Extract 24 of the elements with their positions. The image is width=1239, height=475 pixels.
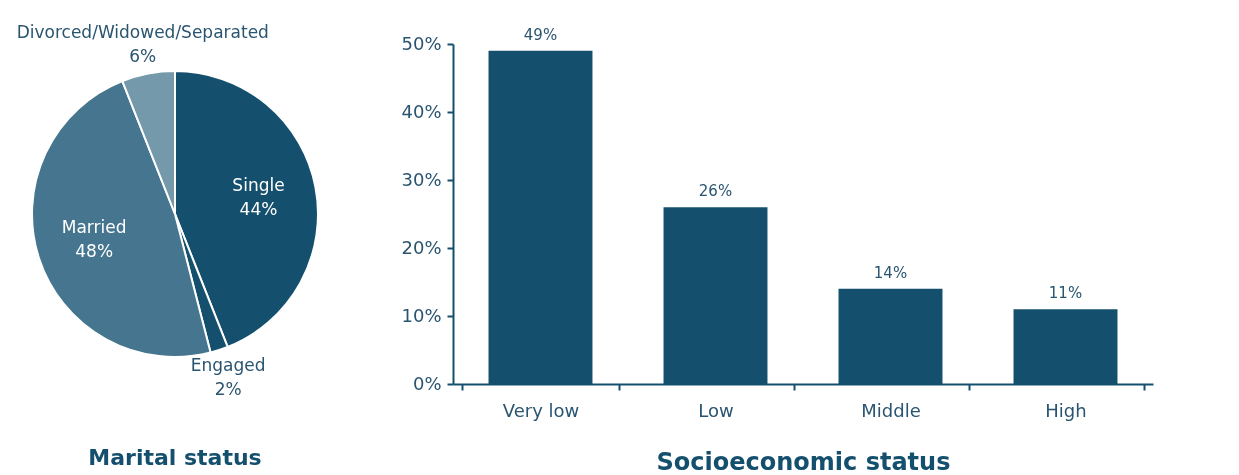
slice-label: Engaged <box>190 354 266 375</box>
slice-label: Married <box>61 217 127 238</box>
data-label: 14% <box>873 263 908 282</box>
data-label: 48% <box>75 241 114 262</box>
y-tick-label: 10% <box>401 304 442 326</box>
x-tick-label: Low <box>698 399 734 421</box>
y-tick-label: 40% <box>401 100 442 122</box>
y-tick-label: 0% <box>412 372 442 394</box>
x-tick-label: High <box>1045 399 1087 421</box>
data-label: 49% <box>523 25 558 44</box>
data-label: 2% <box>214 378 242 399</box>
data-label: 44% <box>239 199 278 220</box>
data-label: 11% <box>1048 284 1083 303</box>
data-label: 6% <box>129 46 157 67</box>
x-tick-label: Very low <box>502 399 580 421</box>
x-tick-label: Middle <box>861 399 921 421</box>
x-axis-title: Socioeconomic status <box>656 447 951 475</box>
y-tick-label: 30% <box>401 168 442 190</box>
data-label: 26% <box>698 182 733 201</box>
slice-label: Single <box>232 175 285 196</box>
y-tick-label: 50% <box>401 32 442 54</box>
slice-label: Divorced/Widowed/Separated <box>16 22 269 43</box>
y-tick-label: 20% <box>401 236 442 258</box>
text: Marital status <box>88 444 262 470</box>
